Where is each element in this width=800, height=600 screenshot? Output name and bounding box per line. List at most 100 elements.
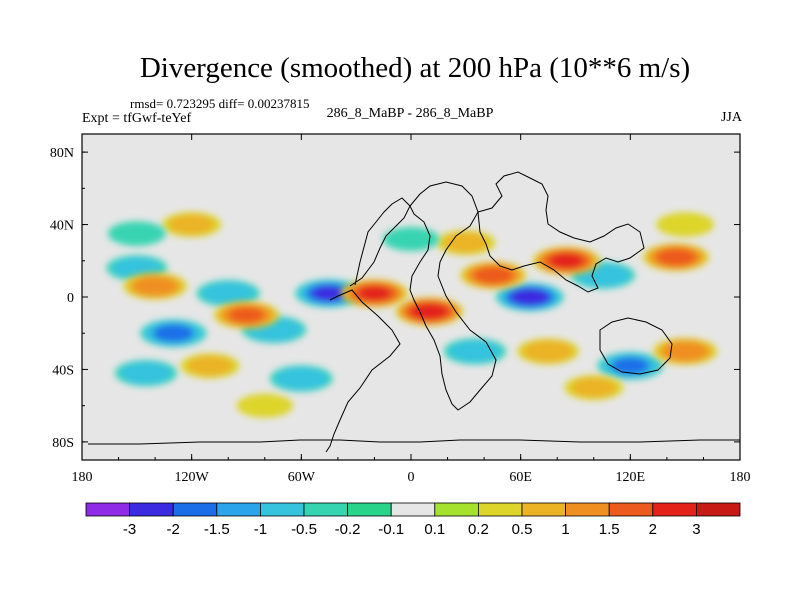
coastline-antarctica xyxy=(88,439,740,445)
colorbar-swatch xyxy=(521,502,566,517)
colorbar-swatch xyxy=(129,502,174,517)
colorbar-swatch xyxy=(216,502,261,517)
field-contour xyxy=(132,276,178,296)
divergence-field xyxy=(106,212,718,418)
field-feature-25 xyxy=(656,212,715,237)
field-contour xyxy=(228,307,265,324)
field-feature-19 xyxy=(653,337,718,365)
field-feature-24 xyxy=(107,221,166,246)
field-contour xyxy=(312,285,346,301)
x-tick-label: 120E xyxy=(616,470,646,485)
y-tick-label: 0 xyxy=(67,291,74,306)
x-tick-label: 60E xyxy=(509,470,532,485)
field-feature-10 xyxy=(443,338,507,365)
colorbar-label: -0.1 xyxy=(378,521,404,538)
field-contour xyxy=(656,212,715,237)
colorbar: -3 -2 -1.5 -1 -0.5 -0.2 -0.1 0.1 0.2 0.5 1 1.5 2 3 xyxy=(85,502,741,538)
x-tick-label: 180 xyxy=(72,470,93,485)
field-feature-9 xyxy=(597,352,664,380)
field-contour xyxy=(280,369,323,388)
field-feature-27 xyxy=(382,227,440,252)
colorbar-swatch xyxy=(652,502,697,517)
colorbar-swatch xyxy=(696,502,741,517)
coastline-asia xyxy=(477,171,645,293)
field-contour xyxy=(410,303,448,320)
field-contour xyxy=(570,377,617,398)
colorbar-swatch xyxy=(347,502,392,517)
field-contour xyxy=(473,266,514,285)
colorbar-swatch xyxy=(477,502,523,517)
colorbar-label: 0.2 xyxy=(468,521,489,538)
rmsd-diff-stats: rmsd= 0.723295 diff= 0.00237815 xyxy=(130,96,310,111)
colorbar-label: -0.2 xyxy=(335,521,361,538)
colorbar-swatch xyxy=(172,502,218,517)
colorbar-label: 3 xyxy=(692,521,700,538)
y-tick-label: 40N xyxy=(50,219,74,234)
field-contour xyxy=(382,227,440,252)
field-feature-11 xyxy=(340,279,408,308)
season-label: JJA xyxy=(720,110,742,125)
field-feature-0 xyxy=(196,280,260,307)
field-contour xyxy=(455,342,495,361)
field-feature-12 xyxy=(395,297,464,326)
colorbar-label: -0.5 xyxy=(291,521,317,538)
x-axis: 180 120W 60W 0 60E 120E 180 xyxy=(72,134,751,485)
x-tick-label: 0 xyxy=(408,470,415,485)
field-contour xyxy=(152,324,194,343)
field-contour xyxy=(549,253,583,269)
field-feature-26 xyxy=(236,393,293,418)
colorbar-label: -1 xyxy=(254,521,267,538)
colorbar-label: 0.5 xyxy=(512,521,533,538)
field-contour xyxy=(186,355,233,376)
colorbar-swatch xyxy=(565,502,610,517)
colorbar-swatch xyxy=(608,502,654,517)
colorbar-swatch xyxy=(434,502,479,517)
field-feature-22 xyxy=(162,212,222,238)
field-contour xyxy=(610,357,650,375)
field-contour xyxy=(107,221,166,246)
field-contour xyxy=(579,265,626,286)
colorbar-label: 2 xyxy=(649,521,657,538)
field-feature-15 xyxy=(643,243,710,272)
y-tick-label: 40S xyxy=(52,363,74,378)
field-contour xyxy=(656,248,697,267)
field-feature-20 xyxy=(517,338,579,365)
colorbar-label: 0.1 xyxy=(424,521,445,538)
case-label: 286_8_MaBP - 286_8_MaBP xyxy=(326,106,494,121)
y-tick-label: 80S xyxy=(52,436,74,451)
x-tick-label: 180 xyxy=(730,470,751,485)
colorbar-swatch xyxy=(85,502,130,517)
field-feature-17 xyxy=(213,301,280,329)
colorbar-label: -1.5 xyxy=(204,521,230,538)
colorbar-label: 1 xyxy=(561,521,569,538)
colorbar-swatch xyxy=(390,502,436,517)
coastlines xyxy=(88,171,740,453)
coastline-australia xyxy=(599,317,673,375)
colorbar-swatch xyxy=(303,502,348,517)
field-feature-16 xyxy=(123,272,188,300)
field-contour xyxy=(358,286,391,301)
field-contour xyxy=(236,393,293,418)
field-contour xyxy=(510,288,549,306)
field-feature-4 xyxy=(269,365,333,392)
field-contour xyxy=(206,283,250,303)
colorbar-label: -2 xyxy=(167,521,180,538)
plot-title: Divergence (smoothed) at 200 hPa (10**6 … xyxy=(139,52,691,84)
field-feature-13 xyxy=(460,261,527,290)
colorbar-label: 1.5 xyxy=(599,521,620,538)
field-contour xyxy=(662,341,709,362)
colorbar-label: -3 xyxy=(123,521,136,538)
field-feature-21 xyxy=(564,375,624,401)
field-feature-8 xyxy=(495,282,564,312)
colorbar-swatch xyxy=(259,502,305,517)
field-feature-14 xyxy=(532,246,600,275)
y-tick-label: 80N xyxy=(50,146,74,161)
field-feature-18 xyxy=(180,353,240,379)
field-feature-5 xyxy=(114,359,178,387)
y-axis: 80N 40N 0 40S 80S xyxy=(50,146,740,451)
x-tick-label: 60W xyxy=(288,470,316,485)
x-tick-label: 120W xyxy=(175,470,210,485)
field-contour xyxy=(126,364,166,382)
field-contour xyxy=(168,214,215,235)
